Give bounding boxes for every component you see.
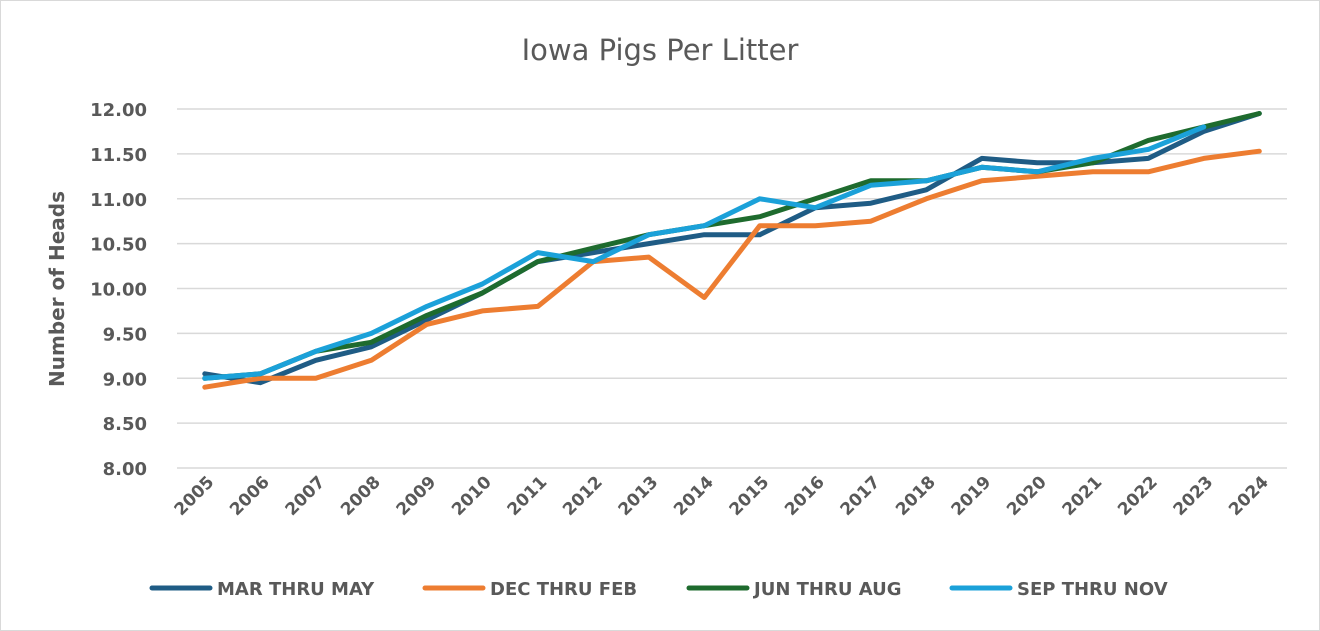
- series-line-4: [202, 124, 1207, 381]
- y-axis-label: Number of Heads: [45, 191, 69, 387]
- series-lines: [202, 111, 1262, 390]
- x-tick-label: 2011: [504, 472, 552, 520]
- y-tick-label: 8.50: [103, 414, 147, 435]
- series-line-3: [202, 111, 1262, 381]
- x-tick-label: 2009: [393, 472, 441, 520]
- series-line-2: [202, 148, 1262, 390]
- x-tick-label: 2007: [282, 472, 330, 520]
- x-axis-ticks: 2005 2006 2007 2008 2009 2010 2011 2012 2013 2014…: [171, 472, 1273, 520]
- x-tick-label: 2022: [1114, 472, 1162, 520]
- x-tick-label: 2015: [726, 472, 774, 520]
- legend: MAR THRU MAY DEC THRU FEB JUN THRU AUG SEP …: [149, 579, 1168, 600]
- x-tick-label: 2008: [337, 472, 385, 520]
- y-tick-label: 9.00: [103, 369, 147, 390]
- x-tick-label: 2012: [559, 472, 607, 520]
- y-tick-label: 10.50: [90, 235, 147, 256]
- y-axis-ticks: 8.00 8.50 9.00 9.50 10.00 10.50 11.00 11.50 12.0…: [90, 100, 147, 480]
- x-tick-label: 2024: [1225, 472, 1273, 520]
- x-tick-label: 2010: [448, 472, 496, 520]
- x-tick-label: 2006: [226, 472, 274, 520]
- y-tick-label: 10.00: [90, 280, 147, 301]
- x-tick-label: 2020: [1003, 472, 1051, 520]
- y-tick-label: 9.50: [103, 324, 147, 345]
- x-tick-label: 2014: [670, 472, 718, 520]
- x-tick-label: 2021: [1059, 472, 1107, 520]
- legend-label: MAR THRU MAY: [217, 579, 375, 600]
- y-tick-label: 11.00: [90, 190, 147, 211]
- chart-title: Iowa Pigs Per Litter: [522, 33, 799, 67]
- legend-label: JUN THRU AUG: [752, 579, 902, 600]
- gridlines: [177, 108, 1287, 469]
- x-tick-label: 2018: [892, 472, 940, 520]
- y-tick-label: 11.50: [90, 145, 147, 166]
- x-tick-label: 2023: [1170, 472, 1218, 520]
- x-tick-label: 2016: [781, 472, 829, 520]
- x-tick-label: 2017: [837, 472, 885, 520]
- y-tick-label: 8.00: [103, 459, 147, 480]
- legend-label: SEP THRU NOV: [1017, 579, 1168, 600]
- y-tick-label: 12.00: [90, 100, 147, 121]
- x-tick-label: 2019: [948, 472, 996, 520]
- legend-label: DEC THRU FEB: [490, 579, 637, 600]
- x-tick-label: 2005: [171, 472, 219, 520]
- x-tick-label: 2013: [615, 472, 663, 520]
